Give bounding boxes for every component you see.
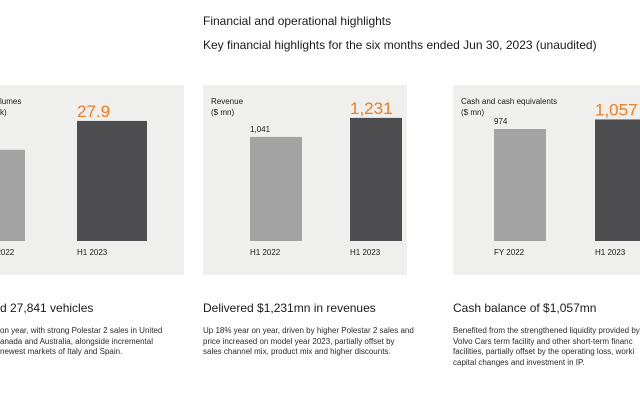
note-line: facilities, partially offset by the oper… (453, 347, 635, 356)
bar-fy-2022 (494, 129, 546, 241)
bar-h1-2022 (0, 149, 25, 241)
note-body-volumes: on year, with strong Polestar 2 sales in… (0, 326, 162, 358)
note-line: Benefited from the strengthened liquidit… (453, 326, 640, 335)
data-label: 974 (494, 117, 508, 126)
chart-title-line-1: Cash and cash equivalents (461, 97, 558, 106)
section-subtitle: Key financial highlights for the six mon… (203, 38, 597, 52)
bar-chart-revenue: 1,041 H1 2022 1,231 H1 2023 (250, 99, 402, 257)
data-label: 1,057 (595, 100, 638, 119)
chart-title-line-2: ($ mn) (211, 108, 235, 117)
section-title: Financial and operational highlights (203, 14, 392, 28)
data-label: 27.9 (77, 102, 110, 121)
bar-chart-volumes: 21.2H1 202227.9H1 2023 (0, 102, 147, 257)
category-label: FY 2022 (494, 248, 525, 257)
note-line: sales channel mix, product mix and highe… (203, 347, 391, 356)
chart-title-line-1: Revenue (211, 97, 244, 106)
bar-h1-2023 (350, 117, 402, 241)
note-line: capital changes and investment in IP. (453, 357, 585, 367)
category-label: H1 2023 (77, 248, 108, 257)
chart-title-line-2: ($ mn) (461, 108, 485, 117)
note-line: on year, with strong Polestar 2 sales in… (0, 326, 163, 335)
note-line: Volvo Cars term facility and other short… (453, 336, 633, 346)
note-line: Up 18% year on year, driven by higher Po… (203, 326, 414, 335)
category-label: H1 2023 (595, 248, 626, 257)
data-label: 1,041 (250, 125, 271, 134)
bar-h1-2023 (77, 120, 147, 241)
note-headline-revenue: Delivered $1,231mn in revenues (203, 301, 376, 315)
note-line: anada and Australia, alongside increment… (0, 336, 153, 346)
note-line: price increased on model year 2023, part… (203, 336, 395, 346)
bar-chart-cash: 974 FY 2022 1,057 H1 2023 (494, 100, 640, 257)
chart-panel-cash: Cash and cash equivalents ($ mn) 974 FY 2… (453, 85, 640, 275)
chart-panel-volumes: lumes k) 21.2H1 202227.9H1 2023 (0, 85, 184, 275)
note-body-cash: Benefited from the strengthened liquidit… (453, 326, 640, 368)
note-headline-volumes: d 27,841 vehicles (0, 301, 94, 315)
chart-title-line-1: lumes (0, 97, 22, 106)
category-label: H1 2023 (350, 248, 381, 257)
category-label: H1 2022 (0, 248, 15, 257)
bar-h1-2023 (595, 119, 640, 241)
bar-h1-2022 (250, 136, 302, 241)
note-body-revenue: Up 18% year on year, driven by higher Po… (203, 326, 414, 358)
note-line: newest markets of Italy and Spain. (0, 347, 123, 356)
chart-title-line-2: k) (0, 108, 7, 117)
chart-panel-revenue: Revenue ($ mn) 1,041 H1 2022 1,231 H1 2023 (203, 85, 407, 275)
data-label: 1,231 (350, 99, 393, 118)
category-label: H1 2022 (250, 248, 281, 257)
note-headline-cash: Cash balance of $1,057mn (453, 301, 597, 315)
